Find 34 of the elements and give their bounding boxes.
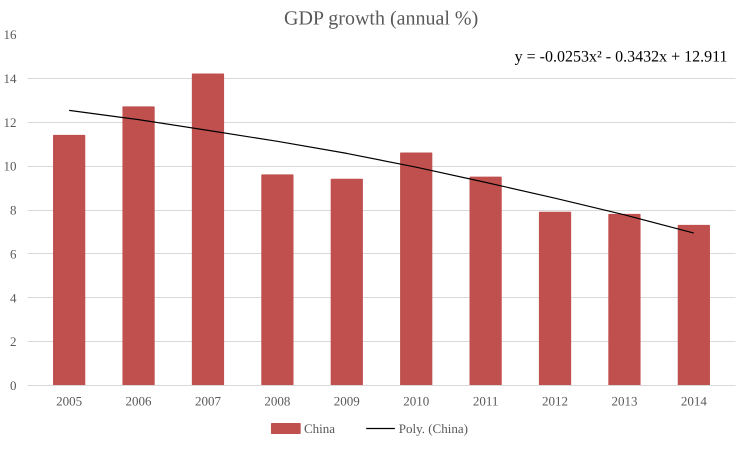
y-tick-label: 0	[10, 378, 16, 393]
y-tick-label: 4	[10, 290, 17, 306]
x-tick-label: 2009	[334, 394, 360, 408]
x-tick-label: 2014	[680, 394, 708, 408]
bar	[330, 178, 363, 386]
x-tick-label: 2010	[403, 394, 430, 408]
y-tick-label: 10	[4, 158, 16, 174]
y-tick-label: 2	[10, 334, 16, 350]
y-tick-label: 12	[4, 114, 16, 130]
bar	[538, 212, 572, 386]
legend-label: China	[304, 421, 336, 436]
x-tick-label: 2005	[56, 394, 82, 408]
y-tick-label: 16	[4, 27, 17, 42]
bar	[470, 176, 502, 386]
line-series	[68, 110, 694, 234]
bar	[122, 106, 155, 386]
bar	[261, 174, 294, 386]
bar	[53, 134, 86, 386]
x-tick-label: 2007	[194, 394, 222, 408]
legend-label: Poly. (China)	[398, 421, 468, 436]
bar	[608, 214, 641, 386]
x-tick-label: 2011	[472, 394, 498, 408]
y-tick-label: 6	[10, 246, 17, 262]
chart-title: GDP growth (annual %)	[284, 8, 478, 30]
bar	[400, 152, 432, 386]
x-tick-label: 2012	[542, 394, 568, 408]
bar	[678, 224, 710, 386]
annotation: y = -0.0253x² - 0.3432x + 12.911	[514, 48, 728, 66]
y-tick-label: 8	[10, 202, 16, 218]
bar	[192, 73, 224, 386]
x-tick-label: 2013	[611, 394, 638, 408]
x-tick-label: 2006	[126, 394, 152, 408]
y-tick-label: 14	[4, 70, 17, 86]
x-tick-label: 2008	[264, 394, 290, 408]
